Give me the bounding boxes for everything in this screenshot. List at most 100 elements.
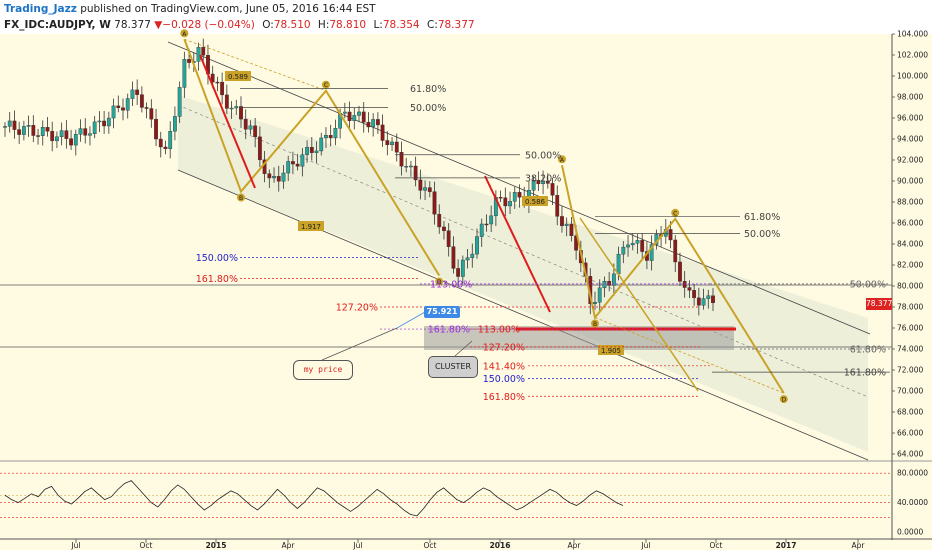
candle-body <box>234 106 239 109</box>
candle-body <box>668 229 673 241</box>
candle-body <box>106 117 111 127</box>
symbol[interactable]: FX_IDC:AUDJPY, W <box>4 19 111 31</box>
candle-body <box>597 287 602 303</box>
candle-body <box>328 135 333 139</box>
candle-body <box>385 140 390 146</box>
candle-body <box>291 161 295 165</box>
candle-body <box>111 105 116 119</box>
candle-body <box>409 165 413 168</box>
price-tick-label: 68.000 <box>897 408 923 417</box>
candle-body <box>380 124 385 141</box>
pattern-1-zigzag <box>183 38 441 277</box>
candle-body <box>602 280 607 289</box>
last-value: 78.377 <box>114 19 151 31</box>
candle-body <box>678 261 682 282</box>
price-tick-label: 104.000 <box>897 30 928 39</box>
candle-body <box>300 154 305 167</box>
oscillator-line <box>4 480 624 517</box>
candle-body <box>635 240 640 244</box>
ratio-tag-text: 1.917 <box>301 223 321 231</box>
fib-level-label: 38.20% <box>525 173 561 184</box>
candle-body <box>64 130 69 139</box>
candle-body <box>31 125 36 136</box>
candle-body <box>508 201 512 207</box>
candle-body <box>12 120 17 130</box>
time-tick-label: 2017 <box>776 541 797 550</box>
candle-body <box>357 111 361 116</box>
cluster-callout: CLUSTER <box>428 356 478 378</box>
fib-level-label: 161.80% <box>196 274 238 285</box>
price-flag-connector <box>396 311 426 329</box>
time-tick-label: Jul <box>70 541 80 550</box>
close-label: C: <box>426 19 438 31</box>
fib-level-label: 113.00% <box>430 279 472 290</box>
pattern-point-marker <box>671 208 680 217</box>
price-tick-label: 94.000 <box>897 135 923 144</box>
candle-body <box>125 98 130 111</box>
candle-body <box>673 239 678 263</box>
candle-body <box>413 165 418 181</box>
pattern-point-label: B <box>239 195 243 202</box>
candle-body <box>545 180 550 184</box>
pattern-point-marker <box>180 29 189 38</box>
candle-body <box>40 127 45 137</box>
candle-body <box>427 187 432 192</box>
fib-level-label: 61.80% <box>850 345 886 356</box>
candle-body <box>121 107 125 111</box>
candle-body <box>36 135 40 137</box>
candle-body <box>144 107 149 109</box>
close-value: 78.377 <box>437 19 475 31</box>
my-price-connector <box>321 327 398 361</box>
candle-body <box>281 172 286 182</box>
candle-body <box>423 187 427 191</box>
pattern-point-label: A <box>560 157 565 164</box>
change-value: ▼−0.028 (−0.04%) <box>154 19 255 31</box>
candle-body <box>243 118 248 130</box>
time-tick-label: Apr <box>282 541 296 550</box>
candle-body <box>309 147 314 153</box>
candle-body <box>102 120 107 127</box>
pattern-1-ac <box>184 38 327 92</box>
time-tick-label: Oct <box>710 541 723 550</box>
fib-level-label: 141.40% <box>483 361 525 372</box>
candle-body <box>286 161 291 174</box>
candle-body <box>187 59 191 63</box>
candle-body <box>173 116 177 132</box>
candle-body <box>177 87 182 117</box>
price-tick-label: 96.000 <box>897 114 923 123</box>
pattern-2-zigzag <box>560 165 785 394</box>
pattern-2-red-leg <box>484 175 551 313</box>
candle-body <box>248 125 253 130</box>
candle-body <box>55 136 59 142</box>
candle-body <box>149 108 154 120</box>
ratio-tag-text: 0.589 <box>228 73 248 81</box>
candle-body <box>640 240 645 252</box>
oscillator-tick-label: 0.0000 <box>897 528 923 537</box>
candle-body <box>3 126 7 128</box>
pattern-point-label: B <box>593 321 597 328</box>
candle-body <box>456 268 461 277</box>
candle-body <box>239 106 243 120</box>
time-tick-label: 2015 <box>206 541 227 550</box>
price-tick-label: 66.000 <box>897 429 923 438</box>
author-link[interactable]: Trading_Jazz <box>4 3 77 15</box>
candle-body <box>649 244 654 261</box>
candle-body <box>696 297 701 306</box>
candle-body <box>210 73 215 83</box>
candle-body <box>324 135 328 139</box>
candle-body <box>215 81 220 84</box>
candle-body <box>305 147 309 155</box>
candle-body <box>17 129 22 135</box>
price-tick-label: 102.000 <box>897 51 928 60</box>
candle-body <box>272 176 276 179</box>
ratio-tag-text: 0.586 <box>525 198 546 206</box>
candle-body <box>21 126 26 135</box>
fib-level-label: 50.00% <box>850 279 886 290</box>
fib-level-label: 50.00% <box>525 150 561 161</box>
candle-body <box>446 230 451 247</box>
candle-body <box>220 81 225 96</box>
time-tick-label: 2016 <box>490 541 511 550</box>
candle-body <box>139 94 144 108</box>
price-tick-label: 72.000 <box>897 366 923 375</box>
